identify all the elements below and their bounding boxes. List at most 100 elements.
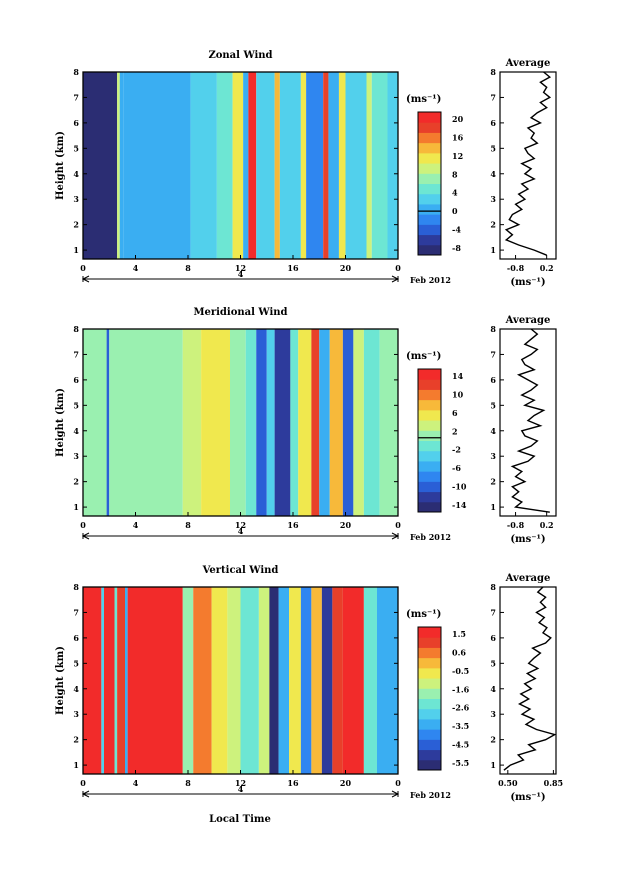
date-bar-arrow xyxy=(81,532,90,540)
heatmap-column xyxy=(193,587,212,774)
x-tick-label: 4 xyxy=(133,263,139,273)
heatmap-column xyxy=(306,72,324,259)
profile-title: Average xyxy=(505,315,551,326)
colorbar-segment xyxy=(418,440,441,452)
date-bar-arrow xyxy=(391,532,400,540)
x-tick-label: 0 xyxy=(80,778,86,788)
colorbar-frame xyxy=(417,111,442,256)
colorbar-tick-label: -3.5 xyxy=(452,721,469,731)
x-tick-label: 0 xyxy=(395,778,401,788)
profile-frame xyxy=(499,586,557,775)
colorbar-segment xyxy=(418,409,441,421)
heatmap-column xyxy=(300,72,307,259)
heatmap-column xyxy=(230,329,246,516)
x-axis-title: Local Time xyxy=(209,814,271,825)
y-tick-label: 2 xyxy=(73,220,79,230)
colorbar-segment xyxy=(418,450,441,462)
y-tick-label: 8 xyxy=(73,582,79,592)
y-tick-label: 8 xyxy=(73,67,79,77)
colorbar-segment xyxy=(418,657,441,669)
colorbar-unit: (ms⁻¹) xyxy=(406,609,441,620)
heatmap-column xyxy=(83,329,107,516)
profile-y-tick-label: 5 xyxy=(490,143,496,153)
heatmap-column xyxy=(248,72,257,259)
heatmap-column xyxy=(119,72,124,259)
x-tick-label: 0 xyxy=(80,520,86,530)
profile-y-tick-label: 5 xyxy=(490,658,496,668)
profile-y-tick-label: 8 xyxy=(490,582,496,592)
profile-unit: (ms⁻¹) xyxy=(510,534,545,545)
heatmap-column xyxy=(106,329,110,516)
date-bar-arrow xyxy=(81,790,90,798)
profile-line xyxy=(510,328,550,513)
heatmap-column xyxy=(379,329,398,516)
heatmap-column xyxy=(274,329,291,516)
heatmap-column xyxy=(117,72,120,259)
date-label: 4 xyxy=(238,526,244,536)
heatmap-column xyxy=(109,329,183,516)
colorbar-segment xyxy=(418,193,441,205)
colorbar-tick-label: 1.5 xyxy=(452,629,466,639)
colorbar-segment xyxy=(418,234,441,246)
heatmap-column xyxy=(321,587,333,774)
colorbar-segment xyxy=(418,759,441,771)
colorbar-unit: (ms⁻¹) xyxy=(406,94,441,105)
panel-title: Meridional Wind xyxy=(193,307,287,318)
x-tick-label: 12 xyxy=(235,520,246,530)
colorbar-tick-label: 6 xyxy=(452,408,458,418)
colorbar-tick-label: 2 xyxy=(452,426,458,436)
month-label: Feb 2012 xyxy=(410,275,451,285)
colorbar-segment xyxy=(418,698,441,710)
colorbar-segment xyxy=(418,122,441,133)
colorbar-segment xyxy=(418,501,441,513)
heatmap-column xyxy=(300,587,312,774)
y-tick-label: 4 xyxy=(73,426,79,436)
colorbar-tick-label: -2 xyxy=(452,445,461,455)
colorbar-segment xyxy=(418,637,441,648)
colorbar-segment xyxy=(418,647,441,659)
colorbar-tick-label: -8 xyxy=(452,243,461,253)
profile-x-tick-label: 0.2 xyxy=(540,520,554,530)
heatmap-column xyxy=(338,72,346,259)
y-tick-label: 6 xyxy=(73,375,79,385)
colorbar-segment xyxy=(418,224,441,236)
colorbar-segment xyxy=(418,460,441,472)
profile-y-tick-label: 1 xyxy=(490,760,496,770)
heatmap-column xyxy=(240,587,259,774)
profile-y-tick-label: 1 xyxy=(490,502,496,512)
heatmap-column xyxy=(182,587,194,774)
x-tick-label: 20 xyxy=(340,263,352,273)
heatmap-column xyxy=(328,72,339,259)
colorbar-tick-label: 10 xyxy=(452,389,464,399)
x-tick-label: 8 xyxy=(185,263,191,273)
profile-y-tick-label: 4 xyxy=(490,169,496,179)
colorbar-segment xyxy=(418,749,441,761)
colorbar-segment xyxy=(418,667,441,679)
heatmap-column xyxy=(83,587,102,774)
colorbar-segment xyxy=(418,430,441,441)
profile-y-tick-label: 2 xyxy=(490,735,496,745)
heatmap-column xyxy=(243,72,249,259)
heatmap-column xyxy=(182,329,202,516)
colorbar-tick-label: 0.6 xyxy=(452,647,466,657)
heatmap-column xyxy=(342,329,354,516)
colorbar-unit: (ms⁻¹) xyxy=(406,351,441,362)
x-tick-label: 16 xyxy=(287,520,299,530)
x-tick-label: 0 xyxy=(395,520,401,530)
heatmap-column xyxy=(289,587,301,774)
heatmap-column xyxy=(353,329,364,516)
heatmap-column xyxy=(114,587,118,774)
heatmap-column xyxy=(125,587,128,774)
profile-y-tick-label: 8 xyxy=(490,67,496,77)
profile-y-tick-label: 6 xyxy=(490,633,496,643)
heatmap-column xyxy=(227,587,241,774)
heatmap-column xyxy=(201,329,230,516)
colorbar-segment xyxy=(418,203,441,215)
y-tick-label: 1 xyxy=(73,502,79,512)
y-tick-label: 2 xyxy=(73,477,79,487)
heatmap-column xyxy=(127,587,183,774)
heatmap-column xyxy=(190,72,217,259)
colorbar-segment xyxy=(418,708,441,720)
